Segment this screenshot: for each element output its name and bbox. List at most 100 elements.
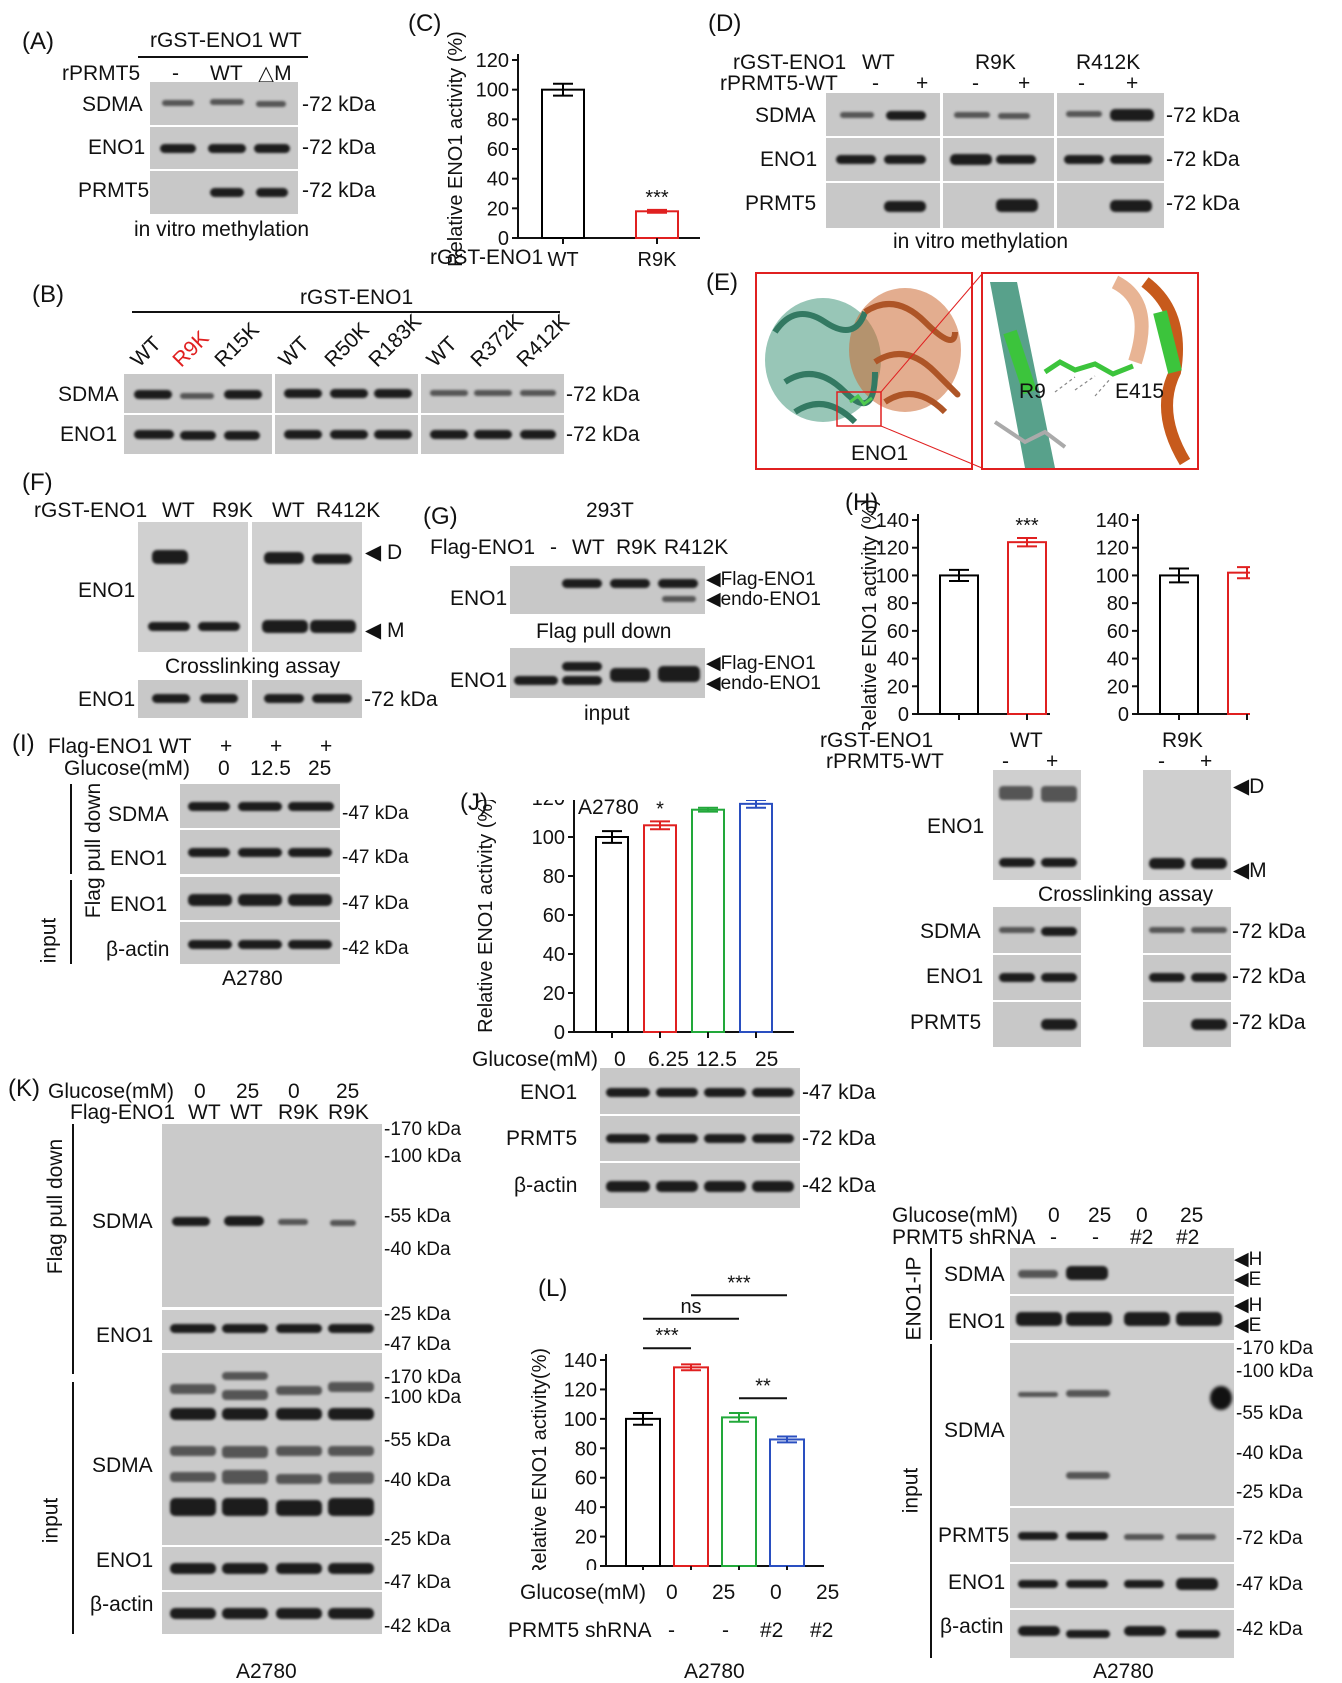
y-tick-label: 120: [564, 1379, 597, 1401]
group-label: WT: [862, 51, 895, 74]
flag-band-marker: ◀Flag-ENO1: [706, 653, 816, 674]
mw-marker: -40 kDa: [1236, 1443, 1303, 1464]
western-blot-d: [826, 93, 1164, 228]
row-label-actin: β-actin: [514, 1174, 578, 1197]
row-label-sdma: SDMA: [108, 803, 169, 826]
flag-pulldown-label: Flag pull down: [82, 782, 106, 919]
y-tick-label: 60: [487, 139, 509, 161]
y-tick-label: 40: [543, 944, 565, 966]
bar: [769, 1438, 805, 1567]
group-bracket: [70, 784, 72, 874]
lane-label: 25: [236, 1080, 260, 1103]
y-tick-label: 0: [498, 228, 509, 250]
lane-label: R183K: [364, 310, 427, 372]
lane-label: R9K: [212, 499, 253, 522]
panel-label-b: (B): [32, 281, 64, 308]
x-axis-title: rGST-ENO1: [430, 246, 544, 269]
western-blot-a: [150, 82, 298, 214]
lane-label: R50K: [320, 318, 374, 372]
mw-marker: -72 kDa: [1232, 1011, 1306, 1034]
lane-label: +: [320, 735, 333, 758]
residue-label-e415: E415: [1115, 380, 1165, 403]
lane-label: -: [1158, 750, 1165, 773]
chart-title-j: A2780: [578, 796, 639, 819]
eno1-ip-label: ENO1-IP: [902, 1256, 926, 1341]
y-axis-title: Relative ENO1 activity (%): [860, 500, 881, 730]
mw-marker: -47 kDa: [802, 1081, 876, 1104]
lane-label: 0: [1136, 1204, 1148, 1227]
lane-label: WT: [572, 536, 605, 559]
row-label-eno1: ENO1: [110, 847, 168, 870]
y-tick-label: 120: [476, 50, 509, 72]
y-axis-title: Relative ENO1 activity(%): [529, 1348, 551, 1570]
mw-marker: -72 kDa: [1232, 920, 1306, 943]
lane-label: 25: [1088, 1204, 1112, 1227]
lane-label: +: [270, 735, 283, 758]
bar: [1007, 541, 1047, 715]
lane-label: WT: [230, 1101, 263, 1124]
panel-label-e: (E): [706, 269, 738, 296]
lane-label: WT: [210, 62, 243, 85]
lane-label: +: [1046, 750, 1059, 773]
bar-chart-j: 0 20 40 60 80 100 120 Relative ENO1 activity (%…: [475, 800, 794, 1040]
endo-band-marker: ◀endo-ENO1: [706, 673, 821, 694]
glucose-label: Glucose(mM): [64, 757, 191, 780]
cell-line-label: A2780: [236, 1660, 297, 1683]
rgst-eno1-label: rGST-ENO1: [820, 729, 934, 752]
lane-label: +: [916, 72, 929, 95]
row-label-sdma: SDMA: [944, 1419, 1005, 1442]
lane-label: -: [1050, 1226, 1057, 1249]
western-blot-h-r9k: [1143, 907, 1231, 1047]
lane-label: 0: [194, 1080, 206, 1103]
lane-label: 0: [666, 1581, 678, 1604]
lane-label: #2: [1176, 1226, 1200, 1249]
rgst-eno1-label: rGST-ENO1: [733, 51, 847, 74]
lane-label: 25: [336, 1080, 360, 1103]
lane-label: R412K: [664, 536, 729, 559]
lane-label: 25: [308, 757, 332, 780]
mw-marker: -170 kDa: [1236, 1338, 1314, 1359]
glucose-label: Glucose(mM): [892, 1204, 1019, 1227]
y-tick-label: 120: [532, 800, 565, 810]
mw-marker: -47 kDa: [342, 893, 409, 914]
mw-marker: -100 kDa: [1236, 1361, 1314, 1382]
y-tick-label: 0: [1118, 704, 1129, 726]
y-tick-label: 20: [1107, 676, 1129, 698]
y-tick-label: 100: [876, 565, 909, 587]
lane-label: -: [172, 62, 179, 85]
panel-label-d: (D): [708, 10, 742, 37]
lane-label: -: [722, 1619, 729, 1642]
row-label-eno1: ENO1: [78, 579, 136, 602]
row-label-eno1: ENO1: [450, 669, 508, 692]
input-blot-g: [510, 648, 705, 698]
panel-label-l: (L): [538, 1275, 568, 1302]
y-tick-label: 60: [543, 905, 565, 927]
panel-label-g: (G): [423, 503, 458, 530]
y-tick-label: 40: [575, 1497, 597, 1519]
assay-caption: Flag pull down: [536, 620, 672, 643]
lane-label: #2: [810, 1619, 834, 1642]
y-tick-label: 80: [543, 866, 565, 888]
mw-marker: -72 kDa: [1166, 148, 1240, 171]
mw-marker: -55 kDa: [384, 1206, 451, 1227]
lane-label: 0: [770, 1581, 782, 1604]
crosslink-blot-h-r9k: [1143, 770, 1231, 880]
y-axis-title: Relative ENO1 activity (%): [445, 31, 467, 267]
mw-marker: -72 kDa: [302, 93, 376, 116]
lane-label: +: [1018, 72, 1031, 95]
flag-eno1-label: Flag-ENO1: [430, 536, 536, 559]
lane-label: R412K: [316, 499, 381, 522]
mw-marker: -72 kDa: [1166, 104, 1240, 127]
lane-label: #2: [1130, 1226, 1154, 1249]
row-label-eno1: ENO1: [948, 1310, 1006, 1333]
lane-label: 0: [1048, 1204, 1060, 1227]
protein-structure-image: [755, 272, 1199, 470]
significance-label: **: [755, 1375, 771, 1397]
western-blot-j: [600, 1068, 800, 1208]
input-label: input: [39, 1497, 63, 1544]
y-tick-label: 20: [543, 983, 565, 1005]
lane-label: R15K: [210, 318, 264, 372]
significance-label: ns: [680, 1296, 701, 1318]
western-blot-h-wt: [993, 907, 1081, 1047]
